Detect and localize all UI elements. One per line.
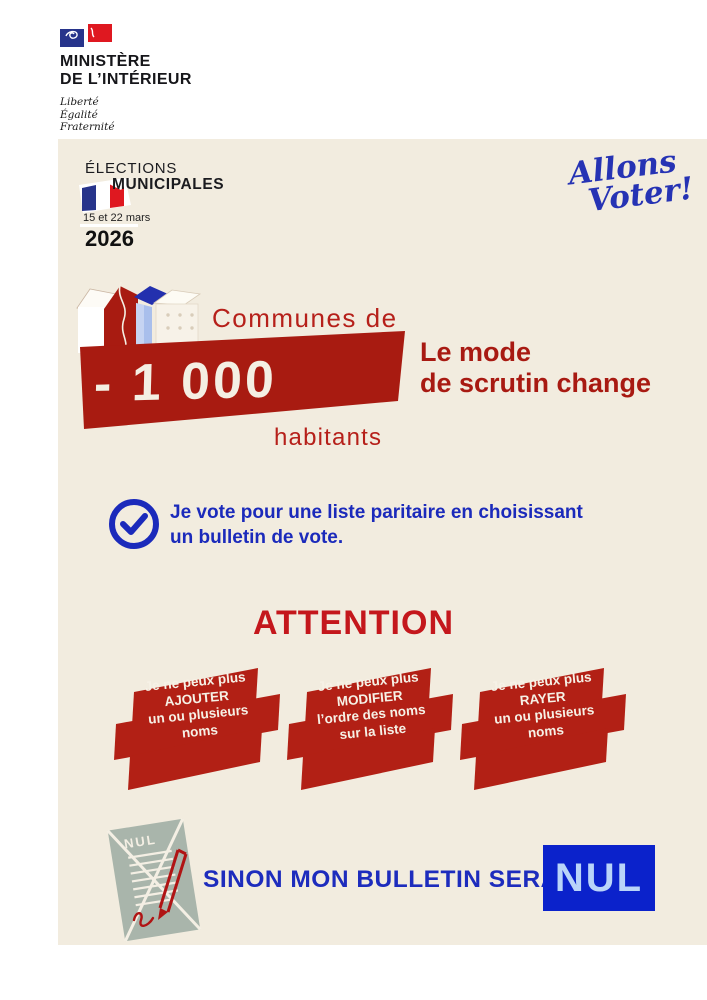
nul-badge-label: NUL [554,855,644,900]
check-icon [109,499,159,549]
ribbon-shape [287,668,453,790]
badge-underline [80,224,138,227]
vote-info-line1: Je vote pour une liste paritaire en choi… [170,502,583,523]
habitants-label: habitants [274,424,383,451]
ministry-block: MINISTÈRE DE L’INTÉRIEUR Liberté Égalité… [60,24,280,134]
scrutin-headline-line2: de scrutin change [420,368,652,398]
badge-title-elections: ÉLECTIONS [85,160,178,177]
motto-egalite: Égalité [60,108,98,121]
badge-title-municipales: MUNICIPALES [112,176,225,193]
attention-banner-rayer: Je ne peux plus RAYER un ou plusieurs no… [456,658,631,793]
ribbon-shape [114,668,280,790]
attention-banner-modifier: Je ne peux plus MODIFIER l’ordre des nom… [283,658,458,793]
badge-dates: 15 et 22 mars [83,212,151,224]
french-flag-icon [79,178,131,213]
ministry-emblem-icon [60,24,112,47]
scrutin-headline-line1: Le mode [420,337,532,367]
population-banner-shape [80,331,405,429]
ministry-name-line1: MINISTÈRE [60,53,151,70]
motto-fraternite: Fraternité [60,121,115,133]
republic-motto: Liberté Égalité Fraternité [60,96,280,134]
vote-info-text: Je vote pour une liste paritaire en choi… [170,500,583,550]
village-houses-icon [76,281,202,353]
nul-badge: NUL [543,845,655,911]
badge-year: 2026 [85,226,134,251]
ministry-name-line2: DE L’INTÉRIEUR [60,71,192,88]
poster-panel [58,139,707,945]
allons-voter-logo: Allons Voter! [567,143,696,219]
attention-banner-ajouter: Je ne peux plus AJOUTER un ou plusieurs … [110,658,285,793]
footer-message: SINON MON BULLETIN SERA [203,866,559,893]
scrutin-headline: Le mode de scrutin change [420,337,651,399]
attention-title: ATTENTION [252,604,454,642]
ribbon-shape [460,668,626,790]
motto-liberte: Liberté [60,96,99,108]
communes-label: Communes de [212,303,398,333]
population-value: - 1 000 [93,350,278,414]
nul-ballot-icon [106,818,202,942]
vote-info-line2: un bulletin de vote. [170,527,344,548]
